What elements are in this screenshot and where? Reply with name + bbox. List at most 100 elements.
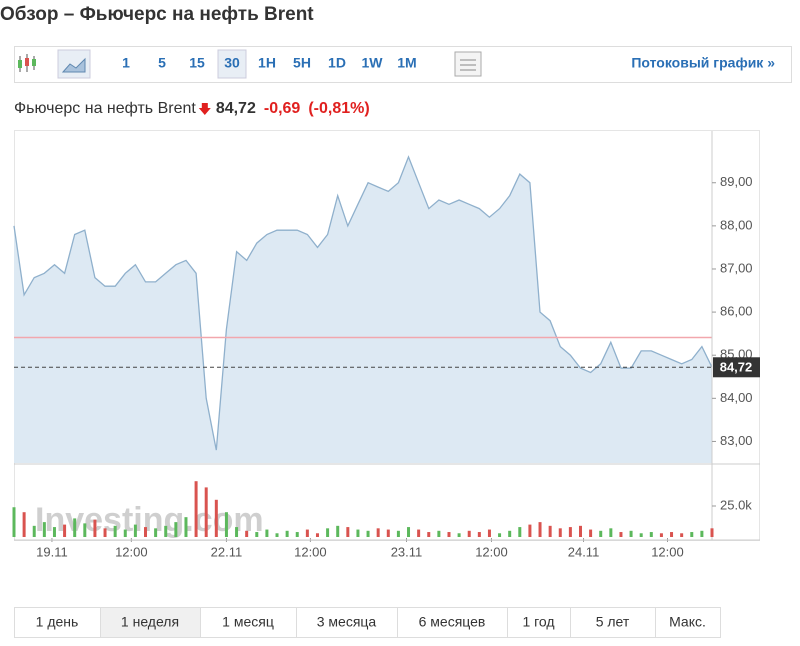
volume-bar xyxy=(487,529,491,537)
y-tick-label: 88,00 xyxy=(720,217,753,232)
volume-bar xyxy=(649,532,653,537)
interval-button[interactable]: 1 xyxy=(122,55,130,71)
volume-bar xyxy=(376,528,380,537)
volume-bar xyxy=(184,517,188,537)
x-tick-label: 12:00 xyxy=(475,544,508,559)
quote-line: Фьючерс на нефть Brent 84,72 -0,69 (-0,81%) xyxy=(14,100,370,117)
range-label[interactable]: 1 год xyxy=(522,614,554,630)
range-label[interactable]: 1 день xyxy=(36,614,79,630)
range-button[interactable] xyxy=(570,607,656,638)
volume-bar xyxy=(538,522,542,537)
range-button[interactable] xyxy=(14,607,101,638)
down-arrow xyxy=(198,103,211,115)
volume-bar xyxy=(680,533,684,537)
volume-bar xyxy=(32,525,36,537)
range-button[interactable] xyxy=(200,607,297,638)
page-title: Обзор – Фьючерс на нефть Brent xyxy=(0,4,314,25)
volume-bar xyxy=(73,518,77,537)
range-button[interactable] xyxy=(100,607,201,638)
volume-bar xyxy=(63,524,67,537)
interval-button[interactable]: 5H xyxy=(293,55,311,71)
volume-bar xyxy=(113,525,117,537)
interval-button[interactable]: 5 xyxy=(158,55,166,71)
area-icon-shape xyxy=(61,57,86,73)
volume-bar xyxy=(214,499,218,537)
change: -0,69 xyxy=(264,100,301,117)
volume-bar xyxy=(457,533,461,537)
volume-tick-label: 25.0k xyxy=(720,497,752,512)
volume-bar xyxy=(558,528,562,537)
volume-bar xyxy=(52,527,56,537)
volume-bar xyxy=(174,522,178,537)
range-label[interactable]: 1 неделя xyxy=(121,614,179,630)
volume-bar xyxy=(42,522,46,537)
volume-bar xyxy=(568,527,572,537)
volume-bar xyxy=(295,532,299,537)
volume-bar xyxy=(123,529,127,537)
volume-bar xyxy=(700,530,704,537)
volume-bar xyxy=(103,528,107,537)
interval-button[interactable]: 15 xyxy=(189,55,205,71)
x-tick-label: 12:00 xyxy=(115,544,148,559)
volume-bar xyxy=(659,533,663,537)
price-line xyxy=(13,155,713,451)
range-label[interactable]: 3 месяца xyxy=(317,614,377,630)
volume-bar xyxy=(518,527,522,537)
x-tick-label: 22.11 xyxy=(211,544,243,559)
volume-bar xyxy=(164,525,168,537)
volume-bar xyxy=(528,524,532,537)
volume-bar xyxy=(22,512,26,537)
price: 84,72 xyxy=(216,100,256,117)
volume-bar xyxy=(670,532,674,537)
change-percent: (-0,81%) xyxy=(308,100,369,117)
range-label[interactable]: 6 месяцев xyxy=(419,614,486,630)
interval-button[interactable]: 1D xyxy=(328,55,346,71)
volume-bar xyxy=(467,530,471,537)
price-tag xyxy=(713,357,760,378)
volume-bar xyxy=(508,530,512,537)
volume-bar xyxy=(609,528,613,537)
range-label[interactable]: 5 лет xyxy=(596,614,630,630)
y-tick-label: 87,00 xyxy=(720,260,753,275)
price-tag-label: 84,72 xyxy=(720,360,753,375)
volume-bar xyxy=(396,530,400,537)
volume-bar xyxy=(154,528,158,537)
range-label[interactable]: Макс. xyxy=(669,614,706,630)
volume-bar xyxy=(346,527,350,537)
interval-button[interactable]: 1W xyxy=(362,55,384,71)
interval-button[interactable]: 1H xyxy=(258,55,276,71)
streaming-link[interactable]: Потоковый график » xyxy=(631,55,775,71)
y-tick-label: 83,00 xyxy=(720,433,753,448)
toolbar xyxy=(14,46,792,83)
volume-bar xyxy=(275,533,279,537)
volume-bar xyxy=(326,528,330,537)
volume-bar xyxy=(93,519,97,537)
volume-bar xyxy=(356,529,360,537)
volume-bar xyxy=(12,507,16,537)
volume-bar xyxy=(133,524,137,537)
volume-bar xyxy=(194,481,198,537)
volume-bar xyxy=(285,530,289,537)
volume-bar xyxy=(204,487,208,537)
volume-bar xyxy=(224,512,228,537)
candle-icon[interactable] xyxy=(18,54,36,72)
volume-bar xyxy=(144,527,148,537)
volume-bar xyxy=(235,527,239,537)
volume-bar xyxy=(417,529,421,537)
range-label[interactable]: 1 месяц xyxy=(222,614,274,630)
volume-bar xyxy=(386,529,390,537)
table-icon[interactable] xyxy=(454,51,482,77)
volume-bar xyxy=(629,530,633,537)
volume-bar xyxy=(83,523,87,537)
x-tick-label: 12:00 xyxy=(294,544,327,559)
watermark: Investing.com xyxy=(35,501,264,539)
volume-bar xyxy=(619,532,623,537)
volume-bar xyxy=(255,532,259,537)
interval-button[interactable]: 1M xyxy=(397,55,416,71)
volume-bar xyxy=(639,533,643,537)
range-button[interactable] xyxy=(655,607,721,638)
volume-bar xyxy=(710,528,714,537)
volume-bar xyxy=(305,529,309,537)
interval-button[interactable]: 30 xyxy=(224,55,240,71)
